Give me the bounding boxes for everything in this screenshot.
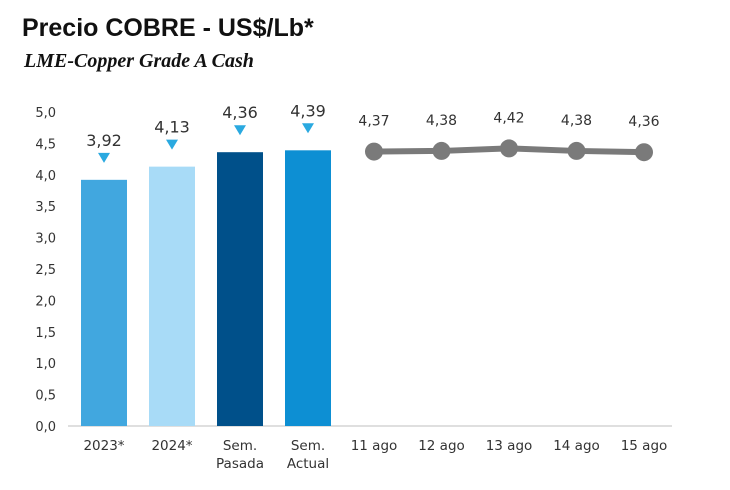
line-point: [432, 141, 451, 160]
bar-data-label: 4,36: [222, 103, 258, 122]
bar: [217, 152, 263, 426]
line-point: [567, 141, 586, 160]
x-category-label: 14 ago: [553, 438, 600, 454]
line-data-label: 4,37: [358, 114, 389, 130]
bar: [285, 150, 331, 427]
y-tick-label: 5,0: [35, 106, 56, 121]
x-category-label: Sem.: [223, 438, 257, 454]
bar-marker-icon: [234, 125, 246, 136]
y-tick-label: 2,5: [35, 263, 56, 278]
x-category-label: Actual: [287, 456, 329, 472]
chart-subtitle: LME-Copper Grade A Cash: [24, 50, 254, 72]
y-tick-label: 0,0: [35, 420, 56, 435]
x-category-label: 2024*: [151, 438, 192, 454]
y-tick-label: 1,0: [35, 357, 56, 372]
x-category-label: 15 ago: [621, 438, 668, 454]
line-point: [500, 139, 518, 158]
y-tick-label: 4,5: [35, 137, 56, 152]
bar-marker-icon: [98, 152, 110, 163]
y-tick-label: 3,0: [35, 232, 56, 247]
bar-data-label: 3,92: [86, 131, 122, 150]
x-category-label: 11 ago: [351, 438, 398, 454]
x-category-label: 13 ago: [486, 438, 533, 454]
x-category-label: Sem.: [291, 438, 325, 454]
y-tick-label: 2,0: [35, 294, 56, 309]
x-category-label: 12 ago: [418, 438, 465, 454]
x-category-label: 2023*: [83, 438, 124, 454]
line-data-label: 4,38: [426, 113, 457, 129]
bar-marker-icon: [166, 139, 178, 150]
bar: [149, 166, 195, 427]
bar-marker-icon: [302, 123, 314, 134]
line-data-label: 4,36: [628, 114, 659, 130]
line-data-label: 4,38: [561, 113, 592, 129]
line-data-label: 4,42: [493, 110, 524, 126]
x-category-label: Pasada: [216, 456, 264, 472]
bar-data-label: 4,13: [154, 118, 190, 137]
line-point: [365, 142, 383, 161]
y-tick-label: 4,0: [35, 169, 56, 184]
y-tick-label: 3,5: [35, 200, 56, 215]
line-point: [635, 143, 653, 162]
y-tick-label: 0,5: [35, 389, 56, 404]
chart-title: Precio COBRE - US$/Lb*: [22, 14, 314, 42]
bar-data-label: 4,39: [290, 101, 326, 120]
y-tick-label: 1,5: [35, 326, 56, 341]
bar: [81, 179, 127, 426]
